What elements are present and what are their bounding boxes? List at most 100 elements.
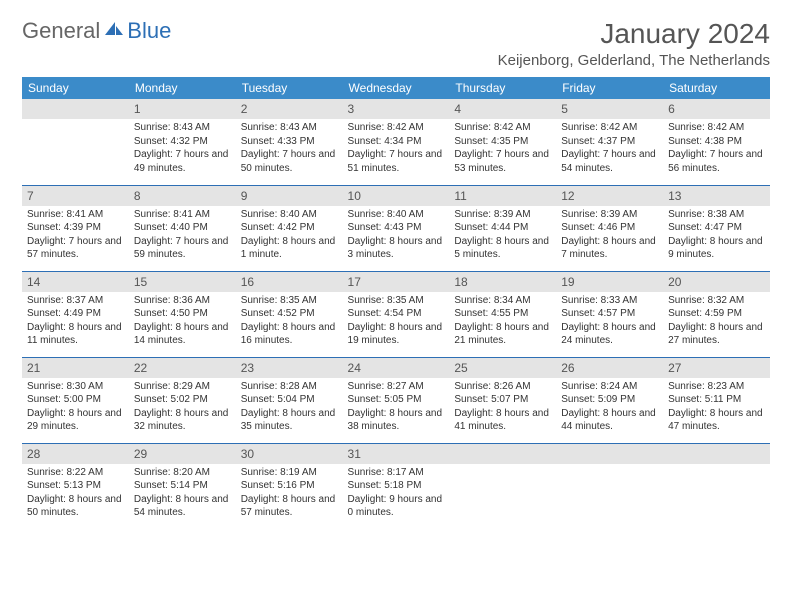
day-number: 25	[449, 358, 556, 378]
day-number: 24	[343, 358, 450, 378]
day-body: Sunrise: 8:26 AMSunset: 5:07 PMDaylight:…	[449, 378, 556, 438]
calendar-cell: 12Sunrise: 8:39 AMSunset: 4:46 PMDayligh…	[556, 185, 663, 271]
sunset-text: Sunset: 5:09 PM	[561, 393, 658, 407]
sunrise-text: Sunrise: 8:41 AM	[27, 208, 124, 222]
sunrise-text: Sunrise: 8:34 AM	[454, 294, 551, 308]
calendar-cell: 17Sunrise: 8:35 AMSunset: 4:54 PMDayligh…	[343, 271, 450, 357]
sunset-text: Sunset: 5:00 PM	[27, 393, 124, 407]
sunset-text: Sunset: 4:40 PM	[134, 221, 231, 235]
sunrise-text: Sunrise: 8:36 AM	[134, 294, 231, 308]
sunset-text: Sunset: 5:04 PM	[241, 393, 338, 407]
day-body: Sunrise: 8:42 AMSunset: 4:34 PMDaylight:…	[343, 119, 450, 179]
sunset-text: Sunset: 4:42 PM	[241, 221, 338, 235]
day-number: 11	[449, 186, 556, 206]
daylight-text: Daylight: 7 hours and 49 minutes.	[134, 148, 231, 175]
day-body: Sunrise: 8:39 AMSunset: 4:46 PMDaylight:…	[556, 206, 663, 266]
sunrise-text: Sunrise: 8:40 AM	[241, 208, 338, 222]
day-body: Sunrise: 8:24 AMSunset: 5:09 PMDaylight:…	[556, 378, 663, 438]
sunrise-text: Sunrise: 8:41 AM	[134, 208, 231, 222]
sunrise-text: Sunrise: 8:28 AM	[241, 380, 338, 394]
brand-sail-icon	[100, 18, 125, 44]
sunset-text: Sunset: 4:37 PM	[561, 135, 658, 149]
calendar-cell: 4Sunrise: 8:42 AMSunset: 4:35 PMDaylight…	[449, 99, 556, 185]
sunset-text: Sunset: 5:07 PM	[454, 393, 551, 407]
daylight-text: Daylight: 9 hours and 0 minutes.	[348, 493, 445, 520]
calendar-cell	[449, 443, 556, 529]
brand-part2: Blue	[127, 18, 171, 44]
day-body: Sunrise: 8:38 AMSunset: 4:47 PMDaylight:…	[663, 206, 770, 266]
day-number: 2	[236, 99, 343, 119]
day-number: 1	[129, 99, 236, 119]
sunrise-text: Sunrise: 8:23 AM	[668, 380, 765, 394]
sunrise-text: Sunrise: 8:42 AM	[454, 121, 551, 135]
day-number: 12	[556, 186, 663, 206]
sunset-text: Sunset: 4:57 PM	[561, 307, 658, 321]
sunset-text: Sunset: 5:02 PM	[134, 393, 231, 407]
day-number: 4	[449, 99, 556, 119]
day-body: Sunrise: 8:17 AMSunset: 5:18 PMDaylight:…	[343, 464, 450, 524]
sunrise-text: Sunrise: 8:39 AM	[561, 208, 658, 222]
daylight-text: Daylight: 8 hours and 7 minutes.	[561, 235, 658, 262]
daylight-text: Daylight: 8 hours and 9 minutes.	[668, 235, 765, 262]
sunrise-text: Sunrise: 8:38 AM	[668, 208, 765, 222]
daylight-text: Daylight: 8 hours and 19 minutes.	[348, 321, 445, 348]
day-body: Sunrise: 8:39 AMSunset: 4:44 PMDaylight:…	[449, 206, 556, 266]
day-body: Sunrise: 8:35 AMSunset: 4:54 PMDaylight:…	[343, 292, 450, 352]
calendar-cell: 25Sunrise: 8:26 AMSunset: 5:07 PMDayligh…	[449, 357, 556, 443]
day-number: 27	[663, 358, 770, 378]
calendar-cell: 20Sunrise: 8:32 AMSunset: 4:59 PMDayligh…	[663, 271, 770, 357]
daylight-text: Daylight: 8 hours and 3 minutes.	[348, 235, 445, 262]
calendar-cell: 24Sunrise: 8:27 AMSunset: 5:05 PMDayligh…	[343, 357, 450, 443]
sunset-text: Sunset: 4:52 PM	[241, 307, 338, 321]
day-number: 17	[343, 272, 450, 292]
sunset-text: Sunset: 5:16 PM	[241, 479, 338, 493]
daylight-text: Daylight: 7 hours and 54 minutes.	[561, 148, 658, 175]
day-body: Sunrise: 8:30 AMSunset: 5:00 PMDaylight:…	[22, 378, 129, 438]
sunset-text: Sunset: 5:13 PM	[27, 479, 124, 493]
sunrise-text: Sunrise: 8:37 AM	[27, 294, 124, 308]
day-body: Sunrise: 8:28 AMSunset: 5:04 PMDaylight:…	[236, 378, 343, 438]
day-body: Sunrise: 8:32 AMSunset: 4:59 PMDaylight:…	[663, 292, 770, 352]
day-body: Sunrise: 8:36 AMSunset: 4:50 PMDaylight:…	[129, 292, 236, 352]
daylight-text: Daylight: 8 hours and 27 minutes.	[668, 321, 765, 348]
calendar-cell: 27Sunrise: 8:23 AMSunset: 5:11 PMDayligh…	[663, 357, 770, 443]
brand-logo: General Blue	[22, 18, 171, 44]
daylight-text: Daylight: 8 hours and 41 minutes.	[454, 407, 551, 434]
calendar-cell: 5 Sunrise: 8:42 AMSunset: 4:37 PMDaylight…	[556, 99, 663, 185]
day-number: 5	[556, 99, 663, 119]
calendar-cell: 19Sunrise: 8:33 AMSunset: 4:57 PMDayligh…	[556, 271, 663, 357]
sunrise-text: Sunrise: 8:17 AM	[348, 466, 445, 480]
weekday-header: Thursday	[449, 77, 556, 99]
sunrise-text: Sunrise: 8:32 AM	[668, 294, 765, 308]
sunset-text: Sunset: 4:44 PM	[454, 221, 551, 235]
day-body: Sunrise: 8:43 AMSunset: 4:33 PMDaylight:…	[236, 119, 343, 179]
calendar-cell: 21Sunrise: 8:30 AMSunset: 5:00 PMDayligh…	[22, 357, 129, 443]
calendar-cell: 30Sunrise: 8:19 AMSunset: 5:16 PMDayligh…	[236, 443, 343, 529]
day-number: 9	[236, 186, 343, 206]
calendar-cell: 29Sunrise: 8:20 AMSunset: 5:14 PMDayligh…	[129, 443, 236, 529]
day-number: 29	[129, 444, 236, 464]
sunrise-text: Sunrise: 8:43 AM	[134, 121, 231, 135]
calendar-cell	[22, 99, 129, 185]
sunset-text: Sunset: 4:39 PM	[27, 221, 124, 235]
calendar-cell: 3Sunrise: 8:42 AMSunset: 4:34 PMDaylight…	[343, 99, 450, 185]
sunset-text: Sunset: 4:55 PM	[454, 307, 551, 321]
sunset-text: Sunset: 4:59 PM	[668, 307, 765, 321]
sunset-text: Sunset: 4:49 PM	[27, 307, 124, 321]
day-body: Sunrise: 8:42 AMSunset: 4:35 PMDaylight:…	[449, 119, 556, 179]
day-number: 13	[663, 186, 770, 206]
daylight-text: Daylight: 8 hours and 16 minutes.	[241, 321, 338, 348]
weekday-header: Monday	[129, 77, 236, 99]
location-subtitle: Keijenborg, Gelderland, The Netherlands	[498, 52, 770, 69]
sunrise-text: Sunrise: 8:42 AM	[561, 121, 658, 135]
day-number: 14	[22, 272, 129, 292]
calendar-table: SundayMondayTuesdayWednesdayThursdayFrid…	[22, 77, 770, 529]
calendar-cell: 7Sunrise: 8:41 AMSunset: 4:39 PMDaylight…	[22, 185, 129, 271]
day-number: 23	[236, 358, 343, 378]
calendar-cell: 14Sunrise: 8:37 AMSunset: 4:49 PMDayligh…	[22, 271, 129, 357]
day-body: Sunrise: 8:27 AMSunset: 5:05 PMDaylight:…	[343, 378, 450, 438]
day-number: 10	[343, 186, 450, 206]
day-number: 31	[343, 444, 450, 464]
sunset-text: Sunset: 4:35 PM	[454, 135, 551, 149]
sunrise-text: Sunrise: 8:35 AM	[348, 294, 445, 308]
